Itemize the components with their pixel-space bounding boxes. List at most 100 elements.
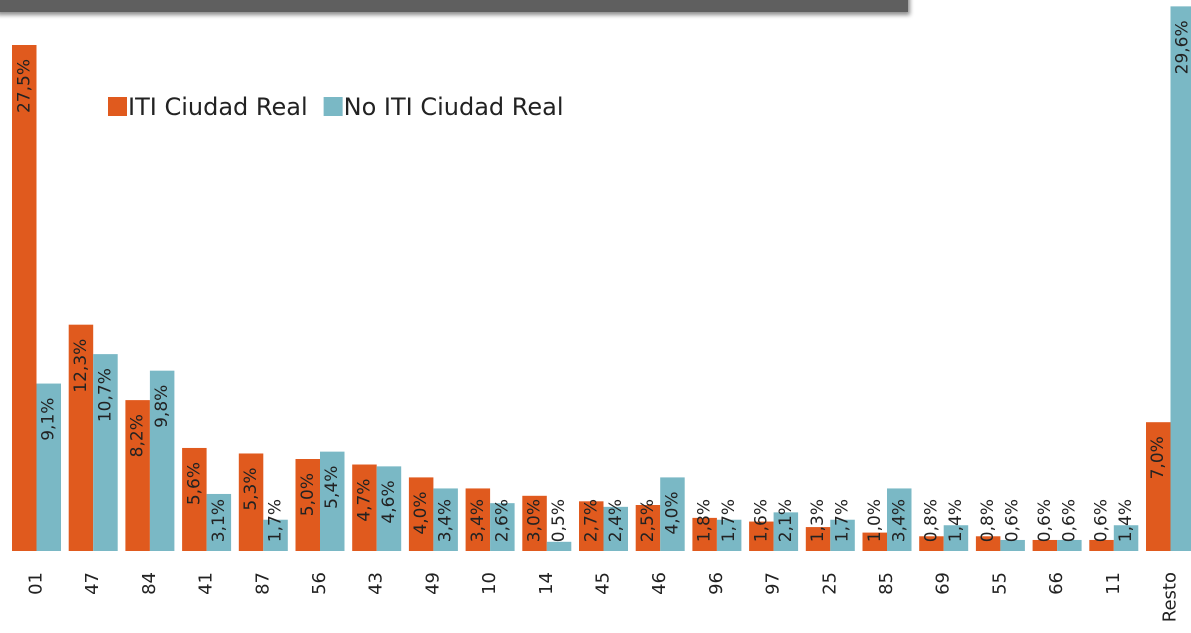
x-tick-label: 97 bbox=[763, 572, 784, 595]
bar bbox=[238, 453, 264, 551]
value-label: 12,3% bbox=[71, 339, 91, 393]
value-label: 4,0% bbox=[662, 491, 682, 534]
value-label: 3,0% bbox=[525, 499, 545, 542]
value-label: 5,0% bbox=[298, 473, 318, 516]
value-label: 4,7% bbox=[354, 479, 374, 522]
bar bbox=[1089, 539, 1114, 551]
value-label: 0,6% bbox=[1059, 499, 1079, 542]
x-tick-label: 10 bbox=[479, 572, 500, 595]
bar bbox=[635, 505, 661, 551]
x-tick-label: 43 bbox=[366, 572, 387, 595]
x-tick-label: 47 bbox=[82, 572, 103, 595]
bar bbox=[749, 521, 774, 551]
value-label: 5,6% bbox=[184, 462, 204, 505]
value-label: 2,6% bbox=[492, 499, 512, 542]
value-label: 1,8% bbox=[695, 499, 715, 542]
bar bbox=[352, 464, 377, 551]
bar bbox=[975, 536, 1001, 551]
legend-swatch bbox=[323, 97, 343, 116]
bar bbox=[943, 525, 969, 551]
x-tick-label: 84 bbox=[139, 572, 160, 595]
value-label: 29,6% bbox=[1173, 20, 1191, 74]
bar bbox=[773, 512, 799, 551]
value-label: 5,3% bbox=[241, 467, 261, 510]
bar bbox=[490, 503, 515, 551]
bar bbox=[546, 541, 572, 551]
bar bbox=[125, 400, 150, 551]
bar bbox=[68, 324, 94, 551]
bar bbox=[376, 466, 402, 551]
x-tick-label: 14 bbox=[536, 572, 557, 595]
x-tick-label: 55 bbox=[989, 572, 1010, 595]
bar bbox=[579, 501, 604, 551]
value-label: 2,5% bbox=[638, 499, 658, 542]
bar bbox=[36, 383, 61, 551]
value-label: 0,6% bbox=[1035, 499, 1055, 542]
bar bbox=[887, 488, 912, 551]
value-label: 1,0% bbox=[865, 499, 885, 542]
x-tick-label: 69 bbox=[933, 572, 954, 595]
value-label: 9,1% bbox=[39, 398, 59, 441]
bar bbox=[433, 488, 458, 551]
bar bbox=[12, 45, 37, 551]
value-label: 10,7% bbox=[95, 368, 115, 422]
bar bbox=[692, 517, 717, 551]
value-label: 1,7% bbox=[266, 499, 286, 542]
legend-label: No ITI Ciudad Real bbox=[344, 93, 564, 121]
bar bbox=[408, 477, 434, 551]
value-label: 5,4% bbox=[322, 466, 342, 509]
bar bbox=[830, 519, 855, 551]
bar bbox=[603, 506, 628, 551]
value-label: 7,0% bbox=[1148, 436, 1168, 479]
value-label: 0,6% bbox=[1092, 499, 1112, 542]
bar bbox=[149, 370, 175, 551]
bar bbox=[465, 488, 491, 551]
value-label: 27,5% bbox=[14, 59, 34, 113]
x-tick-label: 87 bbox=[252, 572, 273, 595]
value-label: 4,0% bbox=[411, 491, 431, 534]
value-label: 0,8% bbox=[921, 499, 941, 542]
value-label: 0,8% bbox=[978, 499, 998, 542]
legend-label: ITI Ciudad Real bbox=[128, 93, 308, 121]
value-label: 1,6% bbox=[751, 499, 771, 542]
x-tick-label: 11 bbox=[1103, 572, 1124, 595]
value-label: 3,1% bbox=[209, 499, 229, 542]
bar bbox=[1146, 422, 1171, 551]
bar bbox=[1113, 525, 1139, 551]
value-label: 3,4% bbox=[436, 499, 456, 542]
legend-swatch bbox=[108, 97, 127, 116]
bar bbox=[182, 447, 207, 551]
bar bbox=[522, 495, 547, 551]
value-label: 2,4% bbox=[606, 499, 626, 542]
x-tick-label: 56 bbox=[309, 572, 330, 595]
x-tick-label: 96 bbox=[706, 572, 727, 595]
value-label: 3,4% bbox=[468, 499, 488, 542]
value-label: 0,5% bbox=[549, 499, 569, 542]
value-label: 8,2% bbox=[128, 414, 148, 457]
value-label: 1,7% bbox=[719, 499, 739, 542]
bar bbox=[919, 536, 944, 551]
x-tick-label: 41 bbox=[196, 572, 217, 595]
bar bbox=[1032, 539, 1058, 551]
value-label: 4,6% bbox=[379, 480, 399, 523]
x-tick-label: 66 bbox=[1046, 572, 1067, 595]
bar bbox=[295, 459, 320, 551]
bar bbox=[660, 477, 685, 551]
x-tick-label: 46 bbox=[649, 572, 670, 595]
bar bbox=[93, 354, 118, 551]
bar bbox=[716, 519, 742, 551]
x-tick-label: 01 bbox=[26, 572, 47, 595]
value-label: 1,4% bbox=[946, 499, 966, 542]
value-label: 2,7% bbox=[581, 499, 601, 542]
bar bbox=[320, 451, 345, 551]
bar bbox=[1000, 539, 1025, 551]
bar bbox=[263, 519, 288, 551]
value-label: 1,4% bbox=[1116, 499, 1136, 542]
x-tick-label: 85 bbox=[876, 572, 897, 595]
bar bbox=[805, 527, 831, 551]
bar bbox=[1057, 539, 1082, 551]
bar bbox=[206, 493, 232, 551]
bar bbox=[862, 532, 887, 551]
value-label: 1,7% bbox=[833, 499, 853, 542]
